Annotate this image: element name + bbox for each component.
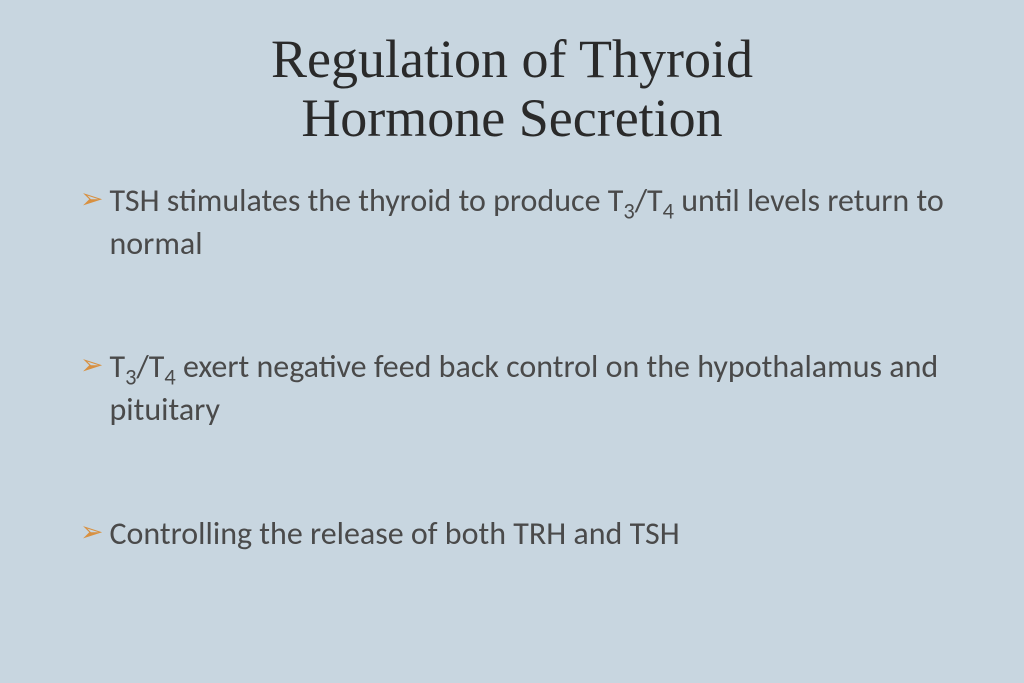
subscript: 4 [663, 198, 674, 225]
bullet-text: TSH stimulates the thyroid to produce T3… [109, 179, 954, 265]
title-line-2: Hormone Secretion [301, 88, 722, 148]
subscript: 3 [125, 365, 136, 392]
title-line-1: Regulation of Thyroid [271, 29, 753, 89]
slide-title: Regulation of Thyroid Hormone Secretion [70, 30, 954, 149]
bullet-text: Controlling the release of both TRH and … [109, 512, 954, 555]
chevron-right-icon: ➢ [80, 179, 103, 218]
subscript: 4 [164, 365, 175, 392]
bullet-item: ➢T3/T4 exert negative feed back control … [80, 345, 954, 431]
subscript: 3 [623, 198, 634, 225]
chevron-right-icon: ➢ [80, 512, 103, 551]
bullet-item: ➢Controlling the release of both TRH and… [80, 512, 954, 555]
bullet-item: ➢TSH stimulates the thyroid to produce T… [80, 179, 954, 265]
bullet-text: T3/T4 exert negative feed back control o… [109, 345, 954, 431]
slide: Regulation of Thyroid Hormone Secretion … [0, 0, 1024, 683]
bullet-list: ➢TSH stimulates the thyroid to produce T… [70, 179, 954, 555]
chevron-right-icon: ➢ [80, 345, 103, 384]
